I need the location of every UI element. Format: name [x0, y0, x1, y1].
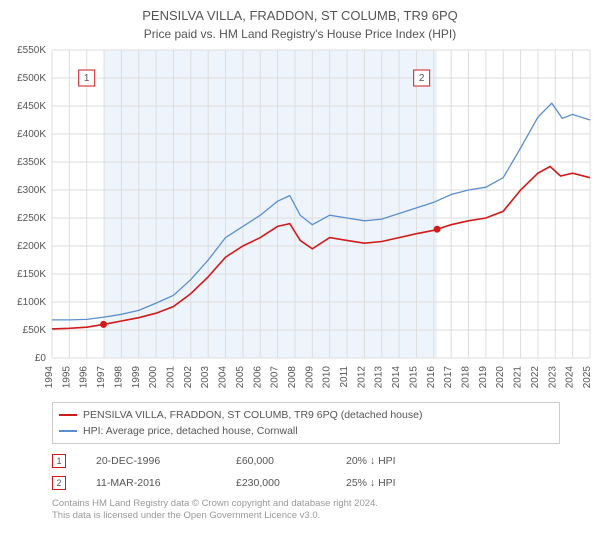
- legend-row: PENSILVA VILLA, FRADDON, ST COLUMB, TR9 …: [59, 407, 553, 423]
- x-axis-label: 1994: [44, 366, 55, 389]
- legend-swatch: [59, 430, 77, 432]
- marker-badge-label: 1: [84, 73, 90, 84]
- x-axis-label: 2015: [408, 366, 419, 389]
- x-axis-label: 2025: [582, 366, 593, 389]
- y-axis-label: £350K: [17, 157, 46, 168]
- annotations-table: 1 20-DEC-1996 £60,000 20% ↓ HPI 2 11-MAR-2016…: [52, 450, 560, 494]
- x-axis-label: 2004: [218, 366, 229, 389]
- y-axis-label: £100K: [17, 297, 46, 308]
- annotation-date: 20-DEC-1996: [96, 450, 206, 472]
- annotation-badge: 2: [52, 476, 66, 490]
- x-axis-label: 2002: [183, 366, 194, 389]
- annotation-date: 11-MAR-2016: [96, 472, 206, 494]
- x-axis-label: 2007: [270, 366, 281, 389]
- annotation-hpi-delta: 20% ↓ HPI: [346, 450, 396, 472]
- x-axis-label: 2023: [547, 366, 558, 389]
- legend-label: HPI: Average price, detached house, Corn…: [83, 423, 298, 439]
- footnote-line: This data is licensed under the Open Gov…: [52, 510, 560, 522]
- annotation-badge: 1: [52, 454, 66, 468]
- x-axis-label: 2011: [339, 366, 350, 388]
- annotation-row: 2 11-MAR-2016 £230,000 25% ↓ HPI: [52, 472, 560, 494]
- y-axis-label: £50K: [23, 325, 47, 336]
- x-axis-label: 2022: [530, 366, 541, 389]
- annotation-row: 1 20-DEC-1996 £60,000 20% ↓ HPI: [52, 450, 560, 472]
- annotation-hpi-delta: 25% ↓ HPI: [346, 472, 396, 494]
- x-axis-label: 1999: [131, 366, 142, 389]
- x-axis-label: 2001: [165, 366, 176, 389]
- x-axis-label: 2024: [565, 366, 576, 389]
- x-axis-label: 2018: [461, 366, 472, 389]
- transaction-band: [104, 50, 438, 358]
- y-axis-label: £300K: [17, 185, 46, 196]
- price-chart: PENSILVA VILLA, FRADDON, ST COLUMB, TR9 …: [0, 0, 600, 400]
- legend-label: PENSILVA VILLA, FRADDON, ST COLUMB, TR9 …: [83, 407, 422, 423]
- x-axis-label: 2008: [287, 366, 298, 389]
- x-axis-label: 2021: [513, 366, 524, 389]
- x-axis-label: 1996: [79, 366, 90, 389]
- x-axis-label: 2003: [200, 366, 211, 389]
- x-axis-label: 1997: [96, 366, 107, 389]
- transaction-marker: [434, 226, 441, 233]
- chart-subtitle: Price paid vs. HM Land Registry's House …: [144, 27, 456, 41]
- price-chart-container: PENSILVA VILLA, FRADDON, ST COLUMB, TR9 …: [0, 0, 600, 400]
- x-axis-label: 2013: [374, 366, 385, 389]
- x-axis-label: 2020: [495, 366, 506, 389]
- footnote-line: Contains HM Land Registry data © Crown c…: [52, 498, 560, 510]
- x-axis-label: 2017: [443, 366, 454, 389]
- y-axis-label: £0: [35, 353, 47, 364]
- annotation-price: £230,000: [236, 472, 316, 494]
- y-axis-label: £450K: [17, 101, 46, 112]
- annotation-price: £60,000: [236, 450, 316, 472]
- x-axis-label: 2000: [148, 366, 159, 389]
- y-axis-label: £550K: [17, 45, 46, 56]
- x-axis-label: 2010: [322, 366, 333, 389]
- x-axis-label: 2006: [252, 366, 263, 389]
- x-axis-label: 1998: [113, 366, 124, 389]
- y-axis-label: £400K: [17, 129, 46, 140]
- x-axis-label: 2014: [391, 366, 402, 389]
- transaction-marker: [100, 321, 107, 328]
- x-axis-label: 2012: [356, 366, 367, 389]
- y-axis-label: £250K: [17, 213, 46, 224]
- y-axis-label: £200K: [17, 241, 46, 252]
- x-axis-label: 2009: [304, 366, 315, 389]
- footnote: Contains HM Land Registry data © Crown c…: [52, 498, 560, 522]
- legend-swatch: [59, 414, 77, 416]
- x-axis-label: 1995: [61, 366, 72, 389]
- chart-title: PENSILVA VILLA, FRADDON, ST COLUMB, TR9 …: [142, 8, 457, 23]
- x-axis-label: 2019: [478, 366, 489, 389]
- legend-row: HPI: Average price, detached house, Corn…: [59, 423, 553, 439]
- x-axis-label: 2005: [235, 366, 246, 389]
- y-axis-label: £150K: [17, 269, 46, 280]
- marker-badge-label: 2: [419, 73, 425, 84]
- x-axis-label: 2016: [426, 366, 437, 389]
- chart-legend: PENSILVA VILLA, FRADDON, ST COLUMB, TR9 …: [52, 402, 560, 444]
- y-axis-label: £500K: [17, 73, 46, 84]
